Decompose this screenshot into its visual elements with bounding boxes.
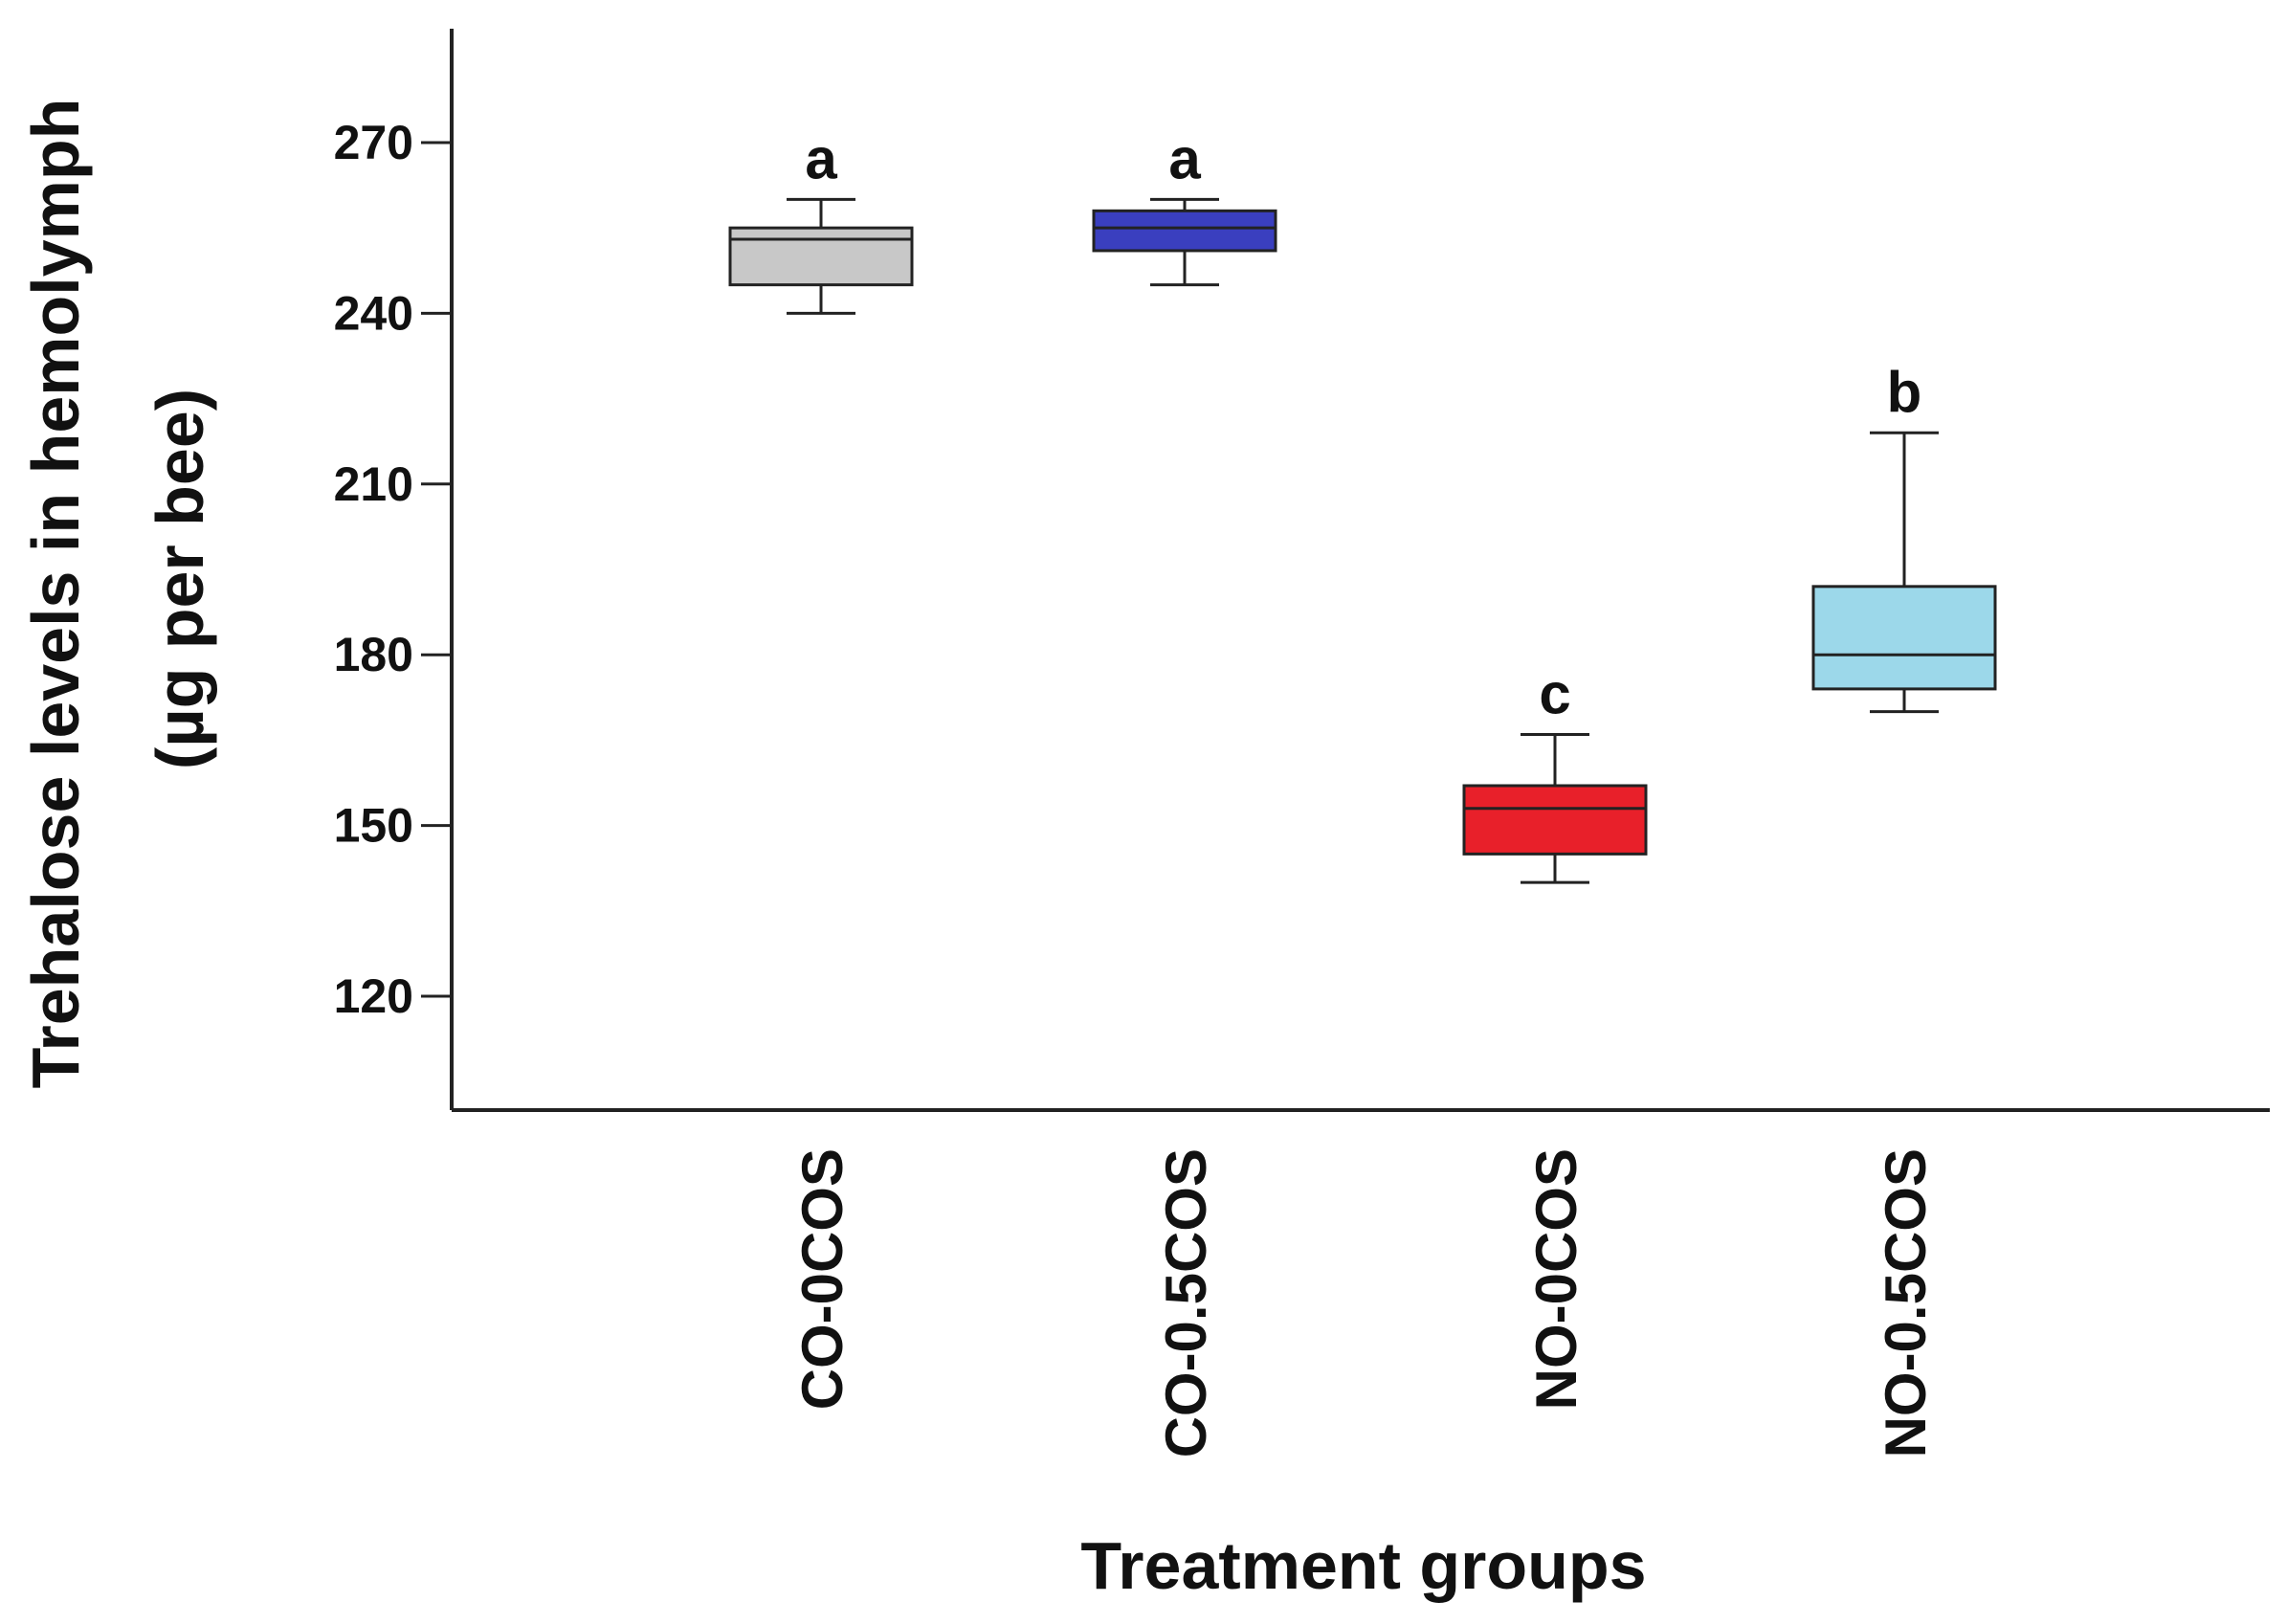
box-co-0cos: a [728, 126, 914, 315]
box-iqr [1811, 585, 1997, 691]
box-iqr [728, 226, 914, 287]
y-tick-label: 150 [334, 799, 413, 853]
y-tick-label: 240 [334, 286, 413, 340]
significance-letter: b [1887, 360, 1922, 424]
x-category-label: CO-0COS [790, 1148, 855, 1410]
x-category-label: NO-0.5COS [1874, 1148, 1938, 1457]
plot-area: a a c b [728, 126, 1997, 884]
y-axis-unit: (µg per bee) [143, 389, 217, 769]
box-iqr [1092, 209, 1277, 253]
y-tick-label: 210 [334, 457, 413, 511]
significance-letter: a [805, 126, 837, 190]
y-axis-title: Trehalose levels in hemolymph [18, 99, 93, 1089]
x-category-label: NO-0COS [1524, 1148, 1588, 1410]
box-no-0cos: c [1462, 661, 1648, 884]
box-co-0-5cos: a [1092, 126, 1277, 287]
significance-letter: a [1168, 126, 1201, 190]
x-category-label: CO-0.5COS [1154, 1148, 1218, 1457]
y-tick-label: 180 [334, 628, 413, 681]
y-axis-ticks: 120 150 180 210 240 270 [334, 116, 452, 1023]
box-iqr [1462, 784, 1648, 856]
x-axis-title: Treatment groups [1080, 1528, 1646, 1603]
y-tick-label: 120 [334, 969, 413, 1023]
x-axis-category-labels: CO-0COS CO-0.5COS NO-0COS NO-0.5COS [790, 1148, 1938, 1457]
significance-letter: c [1539, 661, 1570, 725]
box-no-0-5cos: b [1811, 360, 1997, 714]
y-tick-label: 270 [334, 116, 413, 169]
